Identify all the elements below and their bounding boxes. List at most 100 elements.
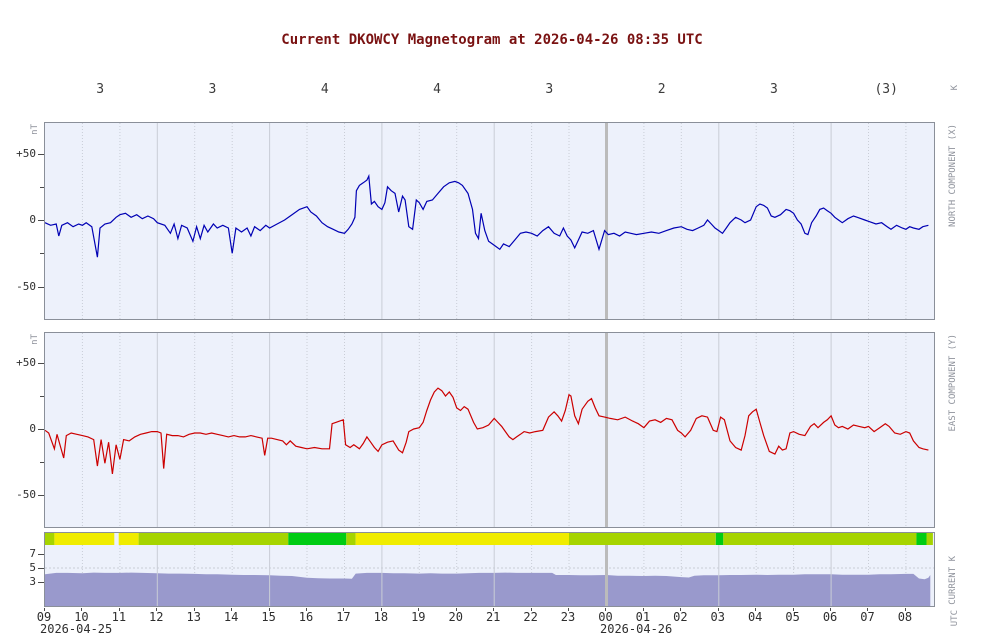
y-tick-label: 0 — [29, 213, 36, 226]
hour-label: 20 — [448, 610, 463, 624]
k-index-value: (3) — [874, 82, 898, 97]
hour-label: 05 — [785, 610, 800, 624]
y-axis-tick — [38, 153, 44, 155]
current-k-panel — [44, 532, 935, 607]
y-tick-label: 7 — [29, 547, 36, 560]
y-axis-tick — [40, 253, 44, 255]
x-axis-tick — [904, 608, 906, 611]
k-index-value: 3 — [545, 82, 554, 97]
x-axis-tick — [380, 608, 382, 611]
x-axis-tick — [81, 608, 83, 611]
x-axis-tick — [156, 608, 158, 611]
x-axis-tick — [418, 608, 420, 611]
k-bar-segment — [45, 533, 55, 545]
x-axis-tick — [118, 608, 120, 611]
chart-title: Current DKOWCY Magnetogram at 2026-04-26… — [281, 32, 703, 48]
hour-label: 07 — [860, 610, 875, 624]
y-axis-tick — [38, 495, 44, 496]
y-tick-label: 5 — [29, 561, 36, 574]
y-axis-tick — [38, 363, 44, 364]
k-bar-segment — [138, 533, 289, 545]
hour-label: 16 — [298, 610, 314, 624]
k-bar-segment — [346, 533, 356, 545]
hour-label: 15 — [261, 610, 276, 624]
current-k-panel-label: CURRENT K — [948, 556, 958, 605]
y-axis-tick — [38, 286, 44, 288]
hour-label: 23 — [560, 610, 576, 624]
east_component_y-plot — [45, 333, 929, 527]
x-axis-tick — [568, 608, 570, 611]
x-axis-tick — [605, 608, 607, 611]
y-axis-tick — [38, 582, 44, 583]
current-k-plot — [45, 533, 934, 606]
hour-label: 18 — [373, 610, 389, 624]
hour-label: 02 — [673, 610, 688, 624]
hour-label: 06 — [822, 610, 838, 624]
x-axis-tick — [755, 608, 757, 611]
date-label-day2: 2026-04-26 — [600, 622, 673, 636]
hour-label: 12 — [149, 610, 164, 624]
x-axis-tick — [680, 608, 682, 611]
hour-label: 04 — [747, 610, 763, 624]
east-panel-label: EAST COMPONENT (Y) — [948, 334, 958, 432]
north_component_x-line — [45, 173, 929, 258]
north-component-panel — [44, 122, 935, 320]
x-axis-tick — [642, 608, 644, 611]
hour-label: 08 — [897, 610, 913, 624]
hour-label: 13 — [186, 610, 201, 624]
hour-label: 22 — [523, 610, 538, 624]
east-unit-label: nT — [30, 334, 40, 345]
x-axis-tick — [530, 608, 532, 611]
y-tick-label: 3 — [29, 575, 36, 588]
utc-axis-label: UTC — [950, 610, 960, 627]
k-bar-segment — [54, 533, 115, 545]
k-index-value: 4 — [433, 82, 441, 97]
y-axis-tick — [40, 462, 44, 463]
k-bar-segment — [926, 533, 933, 545]
k-bar-segment — [355, 533, 570, 545]
hour-label: 00 — [598, 610, 613, 624]
y-axis-tick — [38, 220, 44, 221]
k-index-value: 3 — [96, 82, 105, 97]
x-axis-tick — [867, 608, 869, 611]
current-k-area — [45, 572, 931, 606]
y-tick-label: -50 — [16, 279, 36, 293]
hour-label: 14 — [223, 610, 239, 624]
k-bar-segment — [916, 533, 927, 545]
x-axis-tick — [792, 608, 794, 611]
y-tick-label: 0 — [29, 422, 36, 435]
x-axis-tick — [343, 608, 345, 611]
east-component-panel — [44, 332, 935, 528]
hour-label: 11 — [111, 610, 127, 624]
north_component_x-plot — [45, 123, 929, 319]
x-axis-tick — [717, 608, 719, 611]
y-tick-label: -50 — [16, 488, 36, 501]
k-index-value: 4 — [320, 82, 329, 97]
k-index-value: 2 — [657, 82, 666, 97]
date-label-day1: 2026-04-25 — [40, 622, 113, 636]
hour-label: 10 — [74, 610, 89, 624]
y-axis-tick — [38, 554, 44, 555]
x-axis-tick — [455, 608, 457, 611]
x-axis-tick — [306, 608, 308, 611]
hour-label: 09 — [36, 610, 52, 624]
east_component_y-line — [45, 387, 929, 474]
x-axis-tick — [44, 608, 45, 611]
x-axis-tick — [193, 608, 195, 611]
hour-label: 21 — [485, 610, 501, 624]
hour-label: 01 — [635, 610, 651, 624]
k-bar-segment — [715, 533, 724, 545]
x-axis-tick — [830, 608, 832, 611]
k-index-value: 3 — [769, 82, 778, 97]
x-axis-tick — [231, 608, 233, 611]
hour-label: 19 — [411, 610, 426, 624]
y-axis-tick — [40, 396, 44, 397]
hour-label: 17 — [336, 610, 351, 624]
north-panel-label: NORTH COMPONENT (X) — [948, 124, 958, 227]
k-bar-segment — [569, 533, 716, 545]
y-axis-tick — [38, 429, 44, 430]
y-axis-tick — [38, 568, 44, 569]
k-bar-segment — [118, 533, 139, 545]
x-axis-tick — [493, 608, 495, 611]
